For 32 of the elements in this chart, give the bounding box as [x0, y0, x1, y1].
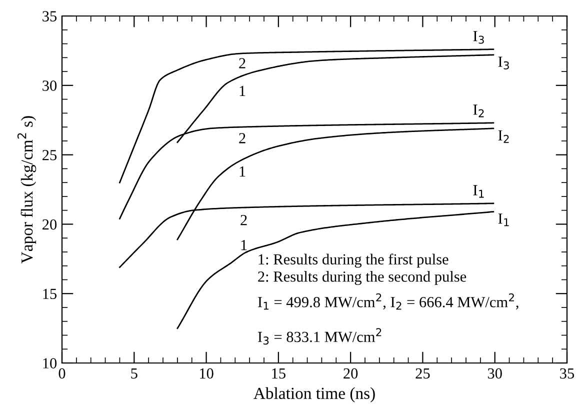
x-axis-title: Ablation time (ns) — [254, 387, 375, 402]
y-tick-label: 10 — [43, 358, 57, 368]
annotation: 2 — [239, 58, 246, 68]
annotation: 1 — [240, 166, 246, 177]
annotation: 1: Results during the first pulse — [258, 254, 448, 268]
y-tick-label: 15 — [43, 288, 57, 300]
series-label: I$_{2}$ — [473, 104, 484, 118]
x-tick-label: 25 — [416, 368, 430, 379]
y-tick-label: 25 — [42, 150, 57, 160]
x-tick-label: 35 — [560, 368, 574, 379]
annotation: 2: Results during the second pulse — [258, 271, 466, 285]
y-tick-label: 20 — [42, 219, 57, 230]
x-tick-label: 15 — [272, 368, 286, 379]
x-tick-label: 5 — [131, 368, 138, 379]
annotation: I$_{3}$ = 833.1 MW/cm$^{2}$ — [258, 328, 382, 345]
series-label: I$_{1}$ — [473, 185, 484, 198]
x-tick-label: 30 — [488, 368, 502, 379]
y-axis-title: Vapor flux (kg/cm$^{2}$ s) — [17, 116, 36, 264]
x-tick-label: 0 — [58, 368, 66, 379]
series-label: I$_{2}$ — [498, 130, 509, 143]
x-tick-label: 10 — [200, 368, 214, 379]
series-label: I$_{3}$ — [498, 56, 509, 70]
x-tick-label: 20 — [344, 368, 358, 379]
y-tick-label: 30 — [42, 80, 57, 91]
y-tick-label: 35 — [42, 11, 57, 22]
annotation: 1 — [241, 240, 247, 250]
annotation: 1 — [240, 86, 246, 96]
legend-label: I$_{3}$ — [473, 31, 484, 44]
text: I$_{1}$ = 499.8 MW/cm$^{2}$, I$_{2}$ = 666.4 MW/cm$^{2}$, — [258, 293, 518, 310]
annotation: 2 — [240, 214, 247, 226]
series-label: I$_{1}$ — [498, 214, 509, 226]
annotation: 2 — [239, 133, 246, 144]
